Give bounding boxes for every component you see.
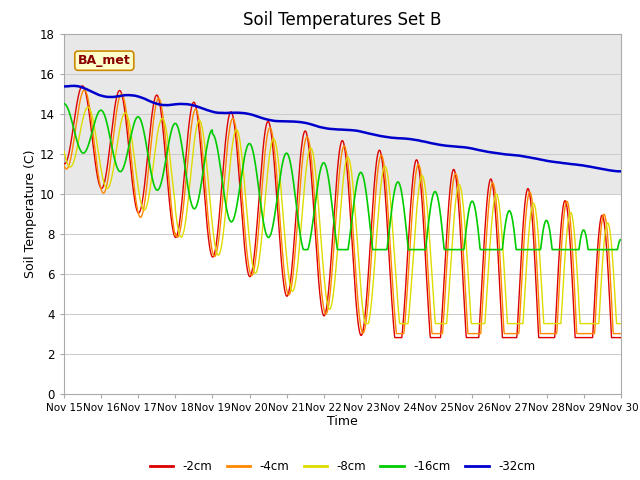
Bar [64, 234, 621, 274]
Text: BA_met: BA_met [78, 54, 131, 67]
Y-axis label: Soil Temperature (C): Soil Temperature (C) [24, 149, 37, 278]
X-axis label: Time: Time [327, 415, 358, 429]
Legend: -2cm, -4cm, -8cm, -16cm, -32cm: -2cm, -4cm, -8cm, -16cm, -32cm [145, 455, 540, 478]
Bar [64, 313, 621, 354]
Bar [64, 274, 621, 313]
Bar [64, 354, 621, 394]
Title: Soil Temperatures Set B: Soil Temperatures Set B [243, 11, 442, 29]
Bar [64, 193, 621, 234]
